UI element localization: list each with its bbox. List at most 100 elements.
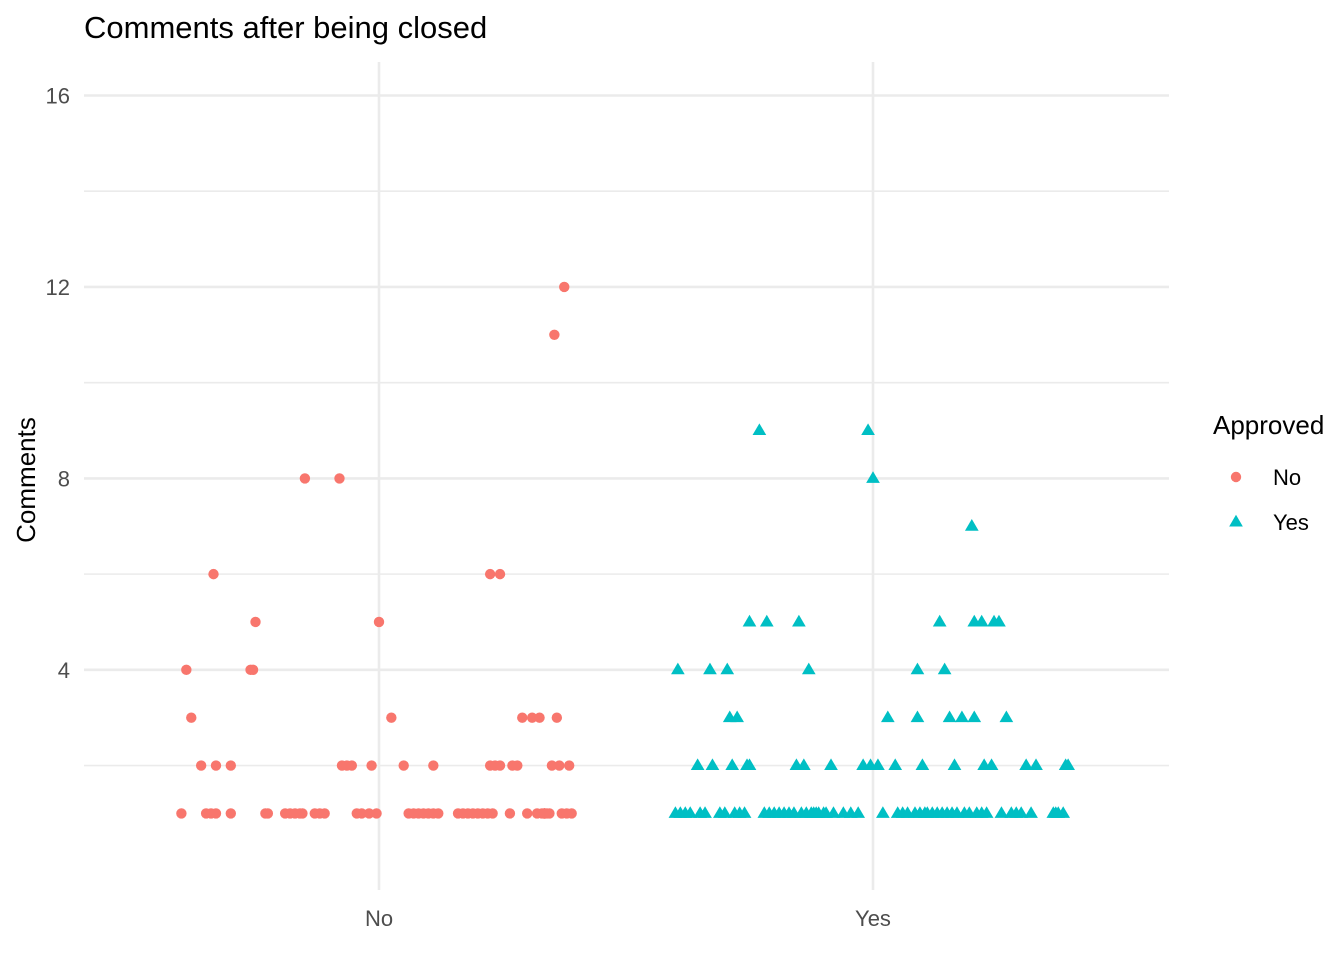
data-point-yes — [942, 710, 957, 723]
data-point-yes — [880, 710, 895, 723]
data-point-no — [534, 712, 545, 723]
grid-layer — [84, 62, 1169, 890]
data-point-no — [299, 473, 311, 484]
y-tick-label: 8 — [58, 466, 70, 491]
data-point-yes — [742, 614, 757, 627]
data-point-yes — [1019, 758, 1033, 771]
data-point-no — [428, 760, 439, 771]
data-point-no — [546, 760, 558, 771]
data-point-no — [181, 664, 192, 676]
data-point-yes — [974, 614, 989, 627]
data-point-no — [522, 808, 533, 819]
data-point-yes — [720, 662, 735, 675]
points-layer — [176, 281, 1075, 819]
data-point-no — [356, 808, 367, 819]
data-point-no — [262, 808, 274, 819]
data-point-no — [195, 760, 207, 771]
data-point-no — [297, 808, 308, 819]
data-point-no — [346, 760, 358, 771]
y-tick-label: 12 — [46, 275, 70, 300]
y-tick-label: 16 — [46, 84, 70, 109]
data-point-yes — [705, 758, 720, 771]
data-point-yes — [801, 662, 816, 675]
data-point-no — [494, 568, 506, 580]
data-point-no — [566, 808, 577, 819]
data-point-yes — [947, 758, 962, 771]
data-point-yes — [871, 758, 885, 771]
data-point-no — [484, 568, 496, 580]
data-point-yes — [742, 758, 757, 771]
data-point-yes — [984, 758, 999, 771]
data-point-no — [250, 616, 261, 628]
data-point-no — [494, 760, 506, 771]
data-point-yes — [932, 614, 947, 627]
data-point-yes — [967, 710, 982, 723]
data-point-no — [526, 712, 538, 723]
data-point-yes — [752, 423, 767, 435]
data-point-no — [563, 760, 575, 771]
data-point-yes — [861, 423, 875, 435]
legend-label-yes: Yes — [1273, 510, 1309, 535]
y-axis-title: Comments — [11, 417, 41, 543]
y-tick-label: 4 — [58, 658, 70, 683]
data-point-yes — [964, 519, 979, 531]
data-point-no — [210, 808, 222, 819]
data-point-no — [373, 616, 385, 628]
data-point-yes — [690, 758, 705, 771]
axis-layer: 4 8 12 16 No Yes — [46, 84, 891, 931]
data-point-yes — [797, 758, 811, 771]
data-point-no — [208, 568, 219, 580]
data-point-yes — [851, 806, 866, 818]
legend-entries: No Yes — [1229, 465, 1309, 535]
legend-title: Approved — [1213, 410, 1324, 440]
data-point-no — [487, 808, 498, 819]
data-point-no — [319, 808, 330, 819]
data-point-no — [551, 712, 563, 723]
data-point-yes — [910, 662, 925, 675]
data-point-yes — [910, 710, 925, 723]
data-point-yes — [937, 662, 952, 675]
data-point-no — [539, 808, 550, 819]
data-point-no — [559, 281, 570, 293]
legend-key-no — [1230, 471, 1242, 483]
data-point-yes — [915, 758, 930, 771]
data-point-no — [554, 760, 565, 771]
data-point-no — [363, 808, 375, 819]
data-point-yes — [725, 758, 740, 771]
data-point-yes — [888, 758, 903, 771]
data-point-no — [398, 760, 409, 771]
x-tick-label-yes: Yes — [855, 906, 891, 931]
data-point-yes — [979, 806, 994, 818]
data-point-yes — [759, 614, 774, 627]
data-point-yes — [671, 662, 685, 675]
data-point-yes — [717, 806, 732, 818]
data-point-no — [210, 760, 222, 771]
data-point-no — [225, 760, 236, 771]
data-point-no — [512, 760, 523, 771]
legend-label-no: No — [1273, 465, 1301, 490]
data-point-yes — [730, 710, 744, 723]
data-point-yes — [1029, 758, 1043, 771]
data-point-no — [371, 808, 382, 819]
data-point-no — [186, 712, 197, 723]
data-point-yes — [1056, 806, 1071, 818]
data-point-no — [366, 760, 377, 771]
data-point-no — [225, 808, 236, 819]
data-point-yes — [703, 662, 717, 675]
data-point-no — [176, 808, 187, 819]
data-point-no — [386, 712, 397, 723]
data-point-yes — [1024, 806, 1038, 818]
data-point-no — [549, 329, 560, 341]
x-tick-label-no: No — [365, 906, 393, 931]
data-point-yes — [1061, 758, 1075, 771]
data-point-no — [504, 808, 516, 819]
data-point-yes — [698, 806, 712, 818]
legend: Approved No Yes — [1213, 410, 1324, 535]
data-point-yes — [876, 806, 890, 818]
data-point-no — [517, 712, 528, 723]
chart-title: Comments after being closed — [84, 10, 487, 45]
data-point-yes — [737, 806, 752, 818]
data-point-no — [247, 664, 259, 676]
